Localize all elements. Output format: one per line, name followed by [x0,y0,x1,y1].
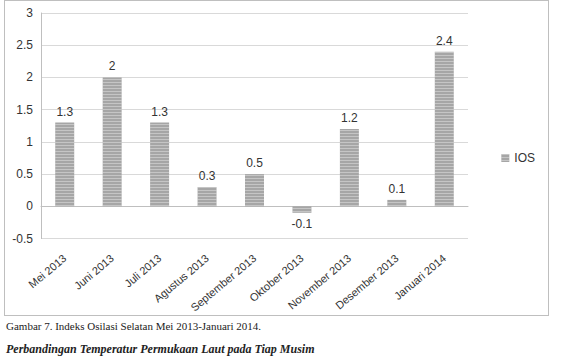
svg-text:0.1: 0.1 [388,182,405,196]
svg-text:IOS: IOS [514,151,535,165]
svg-text:2.4: 2.4 [436,34,453,48]
svg-text:1: 1 [26,135,33,149]
svg-text:1.3: 1.3 [56,105,73,119]
svg-text:0: 0 [26,199,33,213]
svg-text:3: 3 [26,6,33,20]
html-text:Gambar 7. Indeks Osilasi Selat: Gambar 7. Indeks Osilasi Selatan Mei 201… [6,320,262,332]
svg-text:Juli 2013: Juli 2013 [122,252,163,290]
svg-text:Oktober 2013: Oktober 2013 [247,252,306,304]
svg-text:Januari 2014: Januari 2014 [392,252,448,302]
svg-text:-0.5: -0.5 [12,232,33,246]
svg-text:Mei 2013: Mei 2013 [26,252,68,290]
svg-text:November 2013: November 2013 [285,252,354,312]
svg-text:0.5: 0.5 [246,156,263,170]
svg-text:Juni 2013: Juni 2013 [72,252,116,292]
svg-text:1.5: 1.5 [16,103,33,117]
html-text:Perbandingan Temperatur Permuk: Perbandingan Temperatur Permukaan Laut p… [6,342,315,356]
svg-text:Agustus 2013: Agustus 2013 [151,252,211,305]
svg-text:2.5: 2.5 [16,38,33,52]
svg-text:1.3: 1.3 [151,105,168,119]
svg-text:2: 2 [109,59,116,73]
svg-text:0.5: 0.5 [16,167,33,181]
svg-text:September 2013: September 2013 [188,252,258,313]
svg-text:0.3: 0.3 [199,169,216,183]
svg-text:Desember 2013: Desember 2013 [333,252,401,312]
svg-text:-0.1: -0.1 [292,217,313,231]
svg-text:2: 2 [26,70,33,84]
svg-text:1.2: 1.2 [341,111,358,125]
